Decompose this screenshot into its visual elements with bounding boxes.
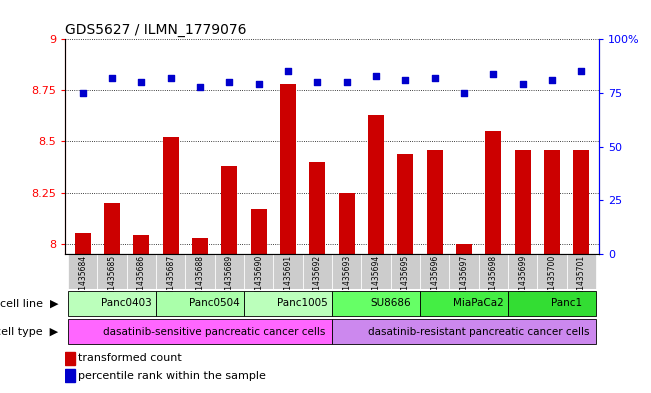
Bar (332, 319, 596, 344)
Text: GSM1435693: GSM1435693 (342, 255, 351, 306)
Point (195, 83, 205, 90)
Text: GSM1435691: GSM1435691 (284, 255, 292, 306)
Bar (273, 254, 303, 289)
Bar (68, 291, 156, 316)
Point (459, 90, 469, 96)
Bar (251, 209, 267, 254)
Point (488, 70, 499, 77)
Text: GSM1435696: GSM1435696 (430, 255, 439, 306)
Text: GSM1435689: GSM1435689 (225, 255, 234, 306)
Bar (566, 254, 596, 289)
Bar (221, 166, 238, 254)
Text: GSM1435700: GSM1435700 (547, 255, 557, 306)
Bar (514, 150, 531, 254)
Text: percentile rank within the sample: percentile rank within the sample (79, 371, 266, 381)
Text: Panc0504: Panc0504 (189, 298, 240, 309)
Bar (280, 84, 296, 254)
Bar (508, 291, 596, 316)
Bar (98, 254, 127, 289)
Point (224, 79, 234, 85)
Text: GSM1435701: GSM1435701 (577, 255, 586, 306)
Text: GSM1435699: GSM1435699 (518, 255, 527, 306)
Bar (485, 131, 501, 254)
Bar (537, 254, 566, 289)
Bar (65, 369, 75, 382)
Point (547, 77, 557, 83)
Point (77, 90, 88, 96)
Bar (449, 254, 478, 289)
Text: cell type  ▶: cell type ▶ (0, 327, 59, 337)
Bar (192, 237, 208, 254)
Text: SU8686: SU8686 (370, 298, 411, 309)
Bar (104, 203, 120, 254)
Text: Panc1005: Panc1005 (277, 298, 328, 309)
Bar (368, 115, 384, 254)
Bar (244, 254, 273, 289)
Text: GSM1435695: GSM1435695 (401, 255, 410, 306)
Point (283, 68, 293, 75)
Text: GSM1435698: GSM1435698 (489, 255, 498, 306)
Bar (332, 254, 361, 289)
Text: GSM1435686: GSM1435686 (137, 255, 146, 306)
Bar (391, 254, 420, 289)
Point (400, 77, 411, 83)
Point (107, 75, 117, 81)
Bar (65, 352, 75, 365)
Point (165, 75, 176, 81)
Text: GSM1435694: GSM1435694 (372, 255, 380, 306)
Bar (508, 254, 537, 289)
Text: Panc1: Panc1 (551, 298, 582, 309)
Bar (303, 254, 332, 289)
Text: GSM1435684: GSM1435684 (78, 255, 87, 306)
Text: cell line  ▶: cell line ▶ (0, 298, 59, 309)
Point (371, 73, 381, 79)
Bar (75, 233, 90, 254)
Point (136, 79, 146, 85)
Point (253, 81, 264, 88)
Bar (332, 291, 420, 316)
Bar (420, 254, 449, 289)
Bar (361, 254, 391, 289)
Point (312, 79, 322, 85)
Text: dasatinib-resistant pancreatic cancer cells: dasatinib-resistant pancreatic cancer ce… (368, 327, 589, 337)
Text: MiaPaCa2: MiaPaCa2 (453, 298, 504, 309)
Bar (397, 154, 413, 254)
Text: GSM1435685: GSM1435685 (107, 255, 117, 306)
Bar (156, 254, 186, 289)
Text: GSM1435697: GSM1435697 (460, 255, 469, 306)
Bar (68, 254, 98, 289)
Text: Panc0403: Panc0403 (102, 298, 152, 309)
Bar (127, 254, 156, 289)
Point (342, 79, 352, 85)
Bar (244, 291, 332, 316)
Bar (478, 254, 508, 289)
Bar (456, 244, 472, 254)
Bar (186, 254, 215, 289)
Bar (163, 138, 179, 254)
Point (576, 68, 587, 75)
Bar (156, 291, 244, 316)
Text: transformed count: transformed count (79, 353, 182, 364)
Bar (426, 150, 443, 254)
Bar (544, 150, 560, 254)
Bar (309, 162, 326, 254)
Bar (68, 319, 332, 344)
Text: dasatinib-sensitive pancreatic cancer cells: dasatinib-sensitive pancreatic cancer ce… (104, 327, 326, 337)
Text: GSM1435692: GSM1435692 (313, 255, 322, 306)
Text: GDS5627 / ILMN_1779076: GDS5627 / ILMN_1779076 (65, 23, 247, 37)
Text: GSM1435687: GSM1435687 (166, 255, 175, 306)
Bar (133, 235, 150, 254)
Text: GSM1435690: GSM1435690 (254, 255, 263, 306)
Point (430, 75, 440, 81)
Point (518, 81, 528, 88)
Bar (574, 150, 589, 254)
Bar (215, 254, 244, 289)
Text: GSM1435688: GSM1435688 (195, 255, 204, 306)
Bar (420, 291, 508, 316)
Bar (339, 193, 355, 254)
